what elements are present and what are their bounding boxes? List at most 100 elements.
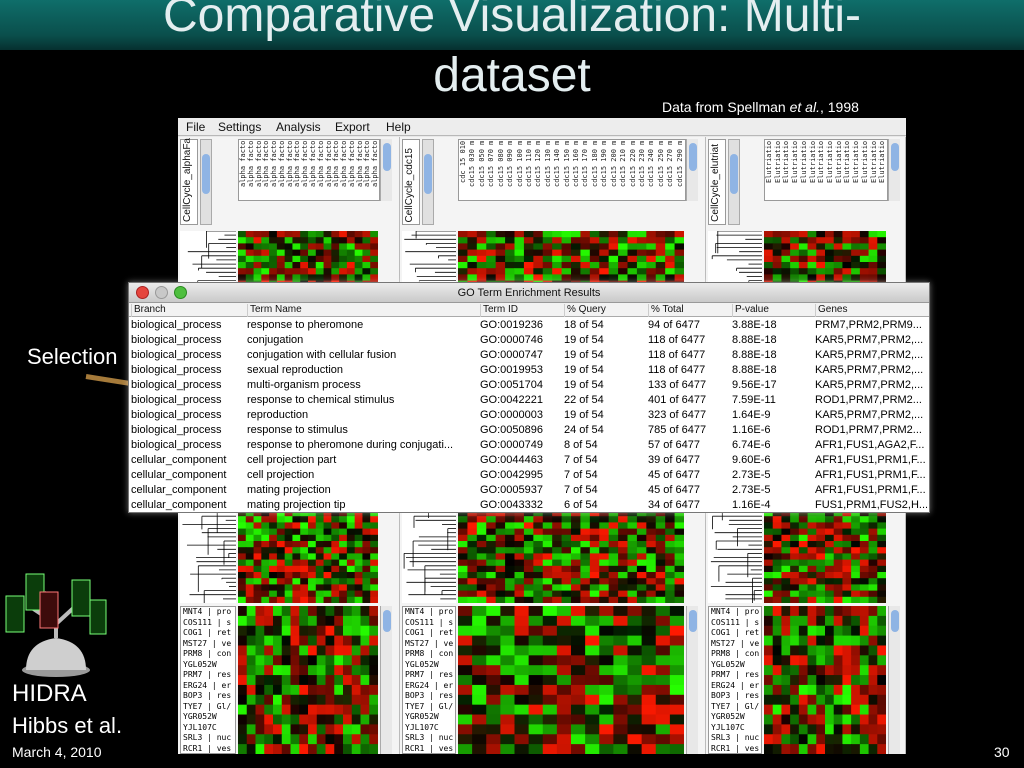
- gene-label[interactable]: PRM7 | res: [405, 670, 454, 679]
- gene-list-scrollbar[interactable]: [888, 606, 900, 754]
- zoomed-heatmap[interactable]: [458, 606, 684, 754]
- menu-help[interactable]: Help: [386, 120, 411, 134]
- gene-label[interactable]: COG1 | ret: [183, 628, 232, 637]
- gene-label[interactable]: YJL107C: [183, 722, 217, 732]
- go-table-row[interactable]: biological_process conjugation with cellu…: [129, 348, 929, 363]
- gene-label[interactable]: TYE7 | Gl/: [711, 701, 760, 711]
- minimize-icon[interactable]: [155, 286, 168, 299]
- go-table-row[interactable]: cellular_component cell projection GO:0042…: [129, 468, 929, 483]
- gene-label[interactable]: YGL052W: [183, 659, 217, 669]
- column-label: cdc15 220 m: [628, 141, 637, 188]
- go-window-titlebar[interactable]: GO Term Enrichment Results: [129, 283, 929, 303]
- go-table-row[interactable]: biological_process response to chemical s…: [129, 393, 929, 408]
- scroll-thumb[interactable]: [202, 154, 210, 194]
- close-icon[interactable]: [136, 286, 149, 299]
- gene-label[interactable]: BOP3 | res: [183, 691, 232, 700]
- go-table-row[interactable]: biological_process response to pheromone G…: [129, 318, 929, 333]
- go-table-row[interactable]: biological_process reproduction GO:0000003…: [129, 408, 929, 423]
- zoom-icon[interactable]: [174, 286, 187, 299]
- go-table-row[interactable]: cellular_component cell projection part GO…: [129, 453, 929, 468]
- go-table-row[interactable]: cellular_component mating projection tip G…: [129, 498, 929, 512]
- scroll-thumb[interactable]: [730, 154, 738, 194]
- go-table-row[interactable]: biological_process conjugation GO:0000746 1…: [129, 333, 929, 348]
- gene-label[interactable]: PRM8 | con: [183, 649, 232, 658]
- gene-label[interactable]: COG1 | ret: [711, 628, 760, 637]
- gene-label[interactable]: PRM8 | con: [711, 649, 760, 658]
- dataset-name-box[interactable]: CellCycle_elutriat: [708, 139, 726, 225]
- gene-label[interactable]: YGR052W: [183, 712, 217, 721]
- go-column-header[interactable]: Term ID: [480, 304, 518, 317]
- column-scrollbar[interactable]: [888, 139, 900, 201]
- dataset-scrollbar[interactable]: [200, 139, 212, 225]
- scroll-thumb[interactable]: [689, 610, 697, 632]
- gene-label[interactable]: ERG24 | er: [183, 680, 232, 690]
- gene-label[interactable]: BOP3 | res: [405, 691, 454, 700]
- gene-label[interactable]: PRM7 | res: [711, 670, 760, 679]
- gene-label[interactable]: YGL052W: [405, 659, 439, 669]
- gene-label[interactable]: PRM7 | res: [183, 670, 232, 679]
- gene-label[interactable]: TYE7 | Gl/: [183, 701, 232, 711]
- gene-label[interactable]: COS111 | s: [711, 617, 760, 627]
- go-column-header[interactable]: % Total: [648, 304, 684, 317]
- gene-label[interactable]: TYE7 | Gl/: [405, 701, 454, 711]
- go-table-row[interactable]: biological_process response to pheromone …: [129, 438, 929, 453]
- menu-export[interactable]: Export: [335, 120, 370, 134]
- gene-label[interactable]: SRL3 | nuc: [183, 733, 232, 742]
- gene-label[interactable]: RCR1 | ves: [405, 743, 454, 753]
- go-column-header[interactable]: Term Name: [247, 304, 302, 317]
- scroll-thumb[interactable]: [891, 610, 899, 632]
- gene-label[interactable]: YGR052W: [405, 712, 439, 721]
- scroll-thumb[interactable]: [689, 143, 697, 171]
- dataset-name-box[interactable]: CellCycle_alphaFa: [180, 138, 198, 225]
- gene-label[interactable]: SRL3 | nuc: [405, 733, 454, 742]
- go-table-cell: cell projection: [247, 469, 315, 481]
- column-label: Elutriatio: [852, 141, 861, 184]
- gene-label[interactable]: MST27 | ve: [711, 638, 760, 648]
- gene-label[interactable]: SRL3 | nuc: [711, 733, 760, 742]
- gene-label[interactable]: YJL107C: [711, 722, 745, 732]
- gene-label[interactable]: YGL052W: [711, 659, 745, 669]
- scroll-thumb[interactable]: [383, 610, 391, 632]
- gene-label[interactable]: YGR052W: [711, 712, 745, 721]
- scroll-thumb[interactable]: [424, 154, 432, 194]
- gene-label[interactable]: RCR1 | ves: [183, 743, 232, 753]
- gene-label[interactable]: COS111 | s: [405, 617, 454, 627]
- gene-label[interactable]: COS111 | s: [183, 617, 232, 627]
- dataset-name-box[interactable]: CellCycle_cdc15: [402, 139, 420, 225]
- gene-label[interactable]: MNT4 | pro: [405, 607, 454, 616]
- go-column-header[interactable]: Genes: [815, 304, 847, 317]
- dataset-scrollbar[interactable]: [422, 139, 434, 225]
- go-table-cell: KAR5,PRM7,PRM2,...: [815, 409, 924, 421]
- scroll-thumb[interactable]: [891, 143, 899, 171]
- scroll-thumb[interactable]: [383, 143, 391, 171]
- zoomed-heatmap[interactable]: [764, 606, 886, 754]
- gene-label[interactable]: COG1 | ret: [405, 628, 454, 637]
- zoomed-heatmap[interactable]: [238, 606, 378, 754]
- go-column-header[interactable]: Branch: [131, 304, 166, 317]
- menu-settings[interactable]: Settings: [218, 120, 262, 134]
- go-table-row[interactable]: cellular_component mating projection GO:00…: [129, 483, 929, 498]
- gene-list-scrollbar[interactable]: [380, 606, 392, 754]
- column-label: alpha facto: [316, 141, 325, 188]
- gene-label[interactable]: ERG24 | er: [405, 680, 454, 690]
- gene-label[interactable]: MST27 | ve: [183, 638, 232, 648]
- menu-file[interactable]: File: [186, 120, 206, 134]
- gene-label[interactable]: MNT4 | pro: [711, 607, 760, 616]
- dataset-scrollbar[interactable]: [728, 139, 740, 225]
- column-scrollbar[interactable]: [380, 139, 392, 201]
- go-table-row[interactable]: biological_process response to stimulus GO…: [129, 423, 929, 438]
- gene-label[interactable]: ERG24 | er: [711, 680, 760, 690]
- gene-label[interactable]: MNT4 | pro: [183, 607, 232, 616]
- gene-label[interactable]: PRM8 | con: [405, 649, 454, 658]
- gene-label[interactable]: YJL107C: [405, 722, 439, 732]
- go-table-row[interactable]: biological_process multi-organism process…: [129, 378, 929, 393]
- gene-label[interactable]: BOP3 | res: [711, 691, 760, 700]
- gene-label[interactable]: MST27 | ve: [405, 638, 454, 648]
- column-scrollbar[interactable]: [686, 139, 698, 201]
- gene-label[interactable]: RCR1 | ves: [711, 743, 760, 753]
- gene-list-scrollbar[interactable]: [686, 606, 698, 754]
- go-column-header[interactable]: P-value: [732, 304, 769, 317]
- menu-analysis[interactable]: Analysis: [276, 120, 321, 134]
- go-table-row[interactable]: biological_process sexual reproduction GO:…: [129, 363, 929, 378]
- go-column-header[interactable]: % Query: [564, 304, 606, 317]
